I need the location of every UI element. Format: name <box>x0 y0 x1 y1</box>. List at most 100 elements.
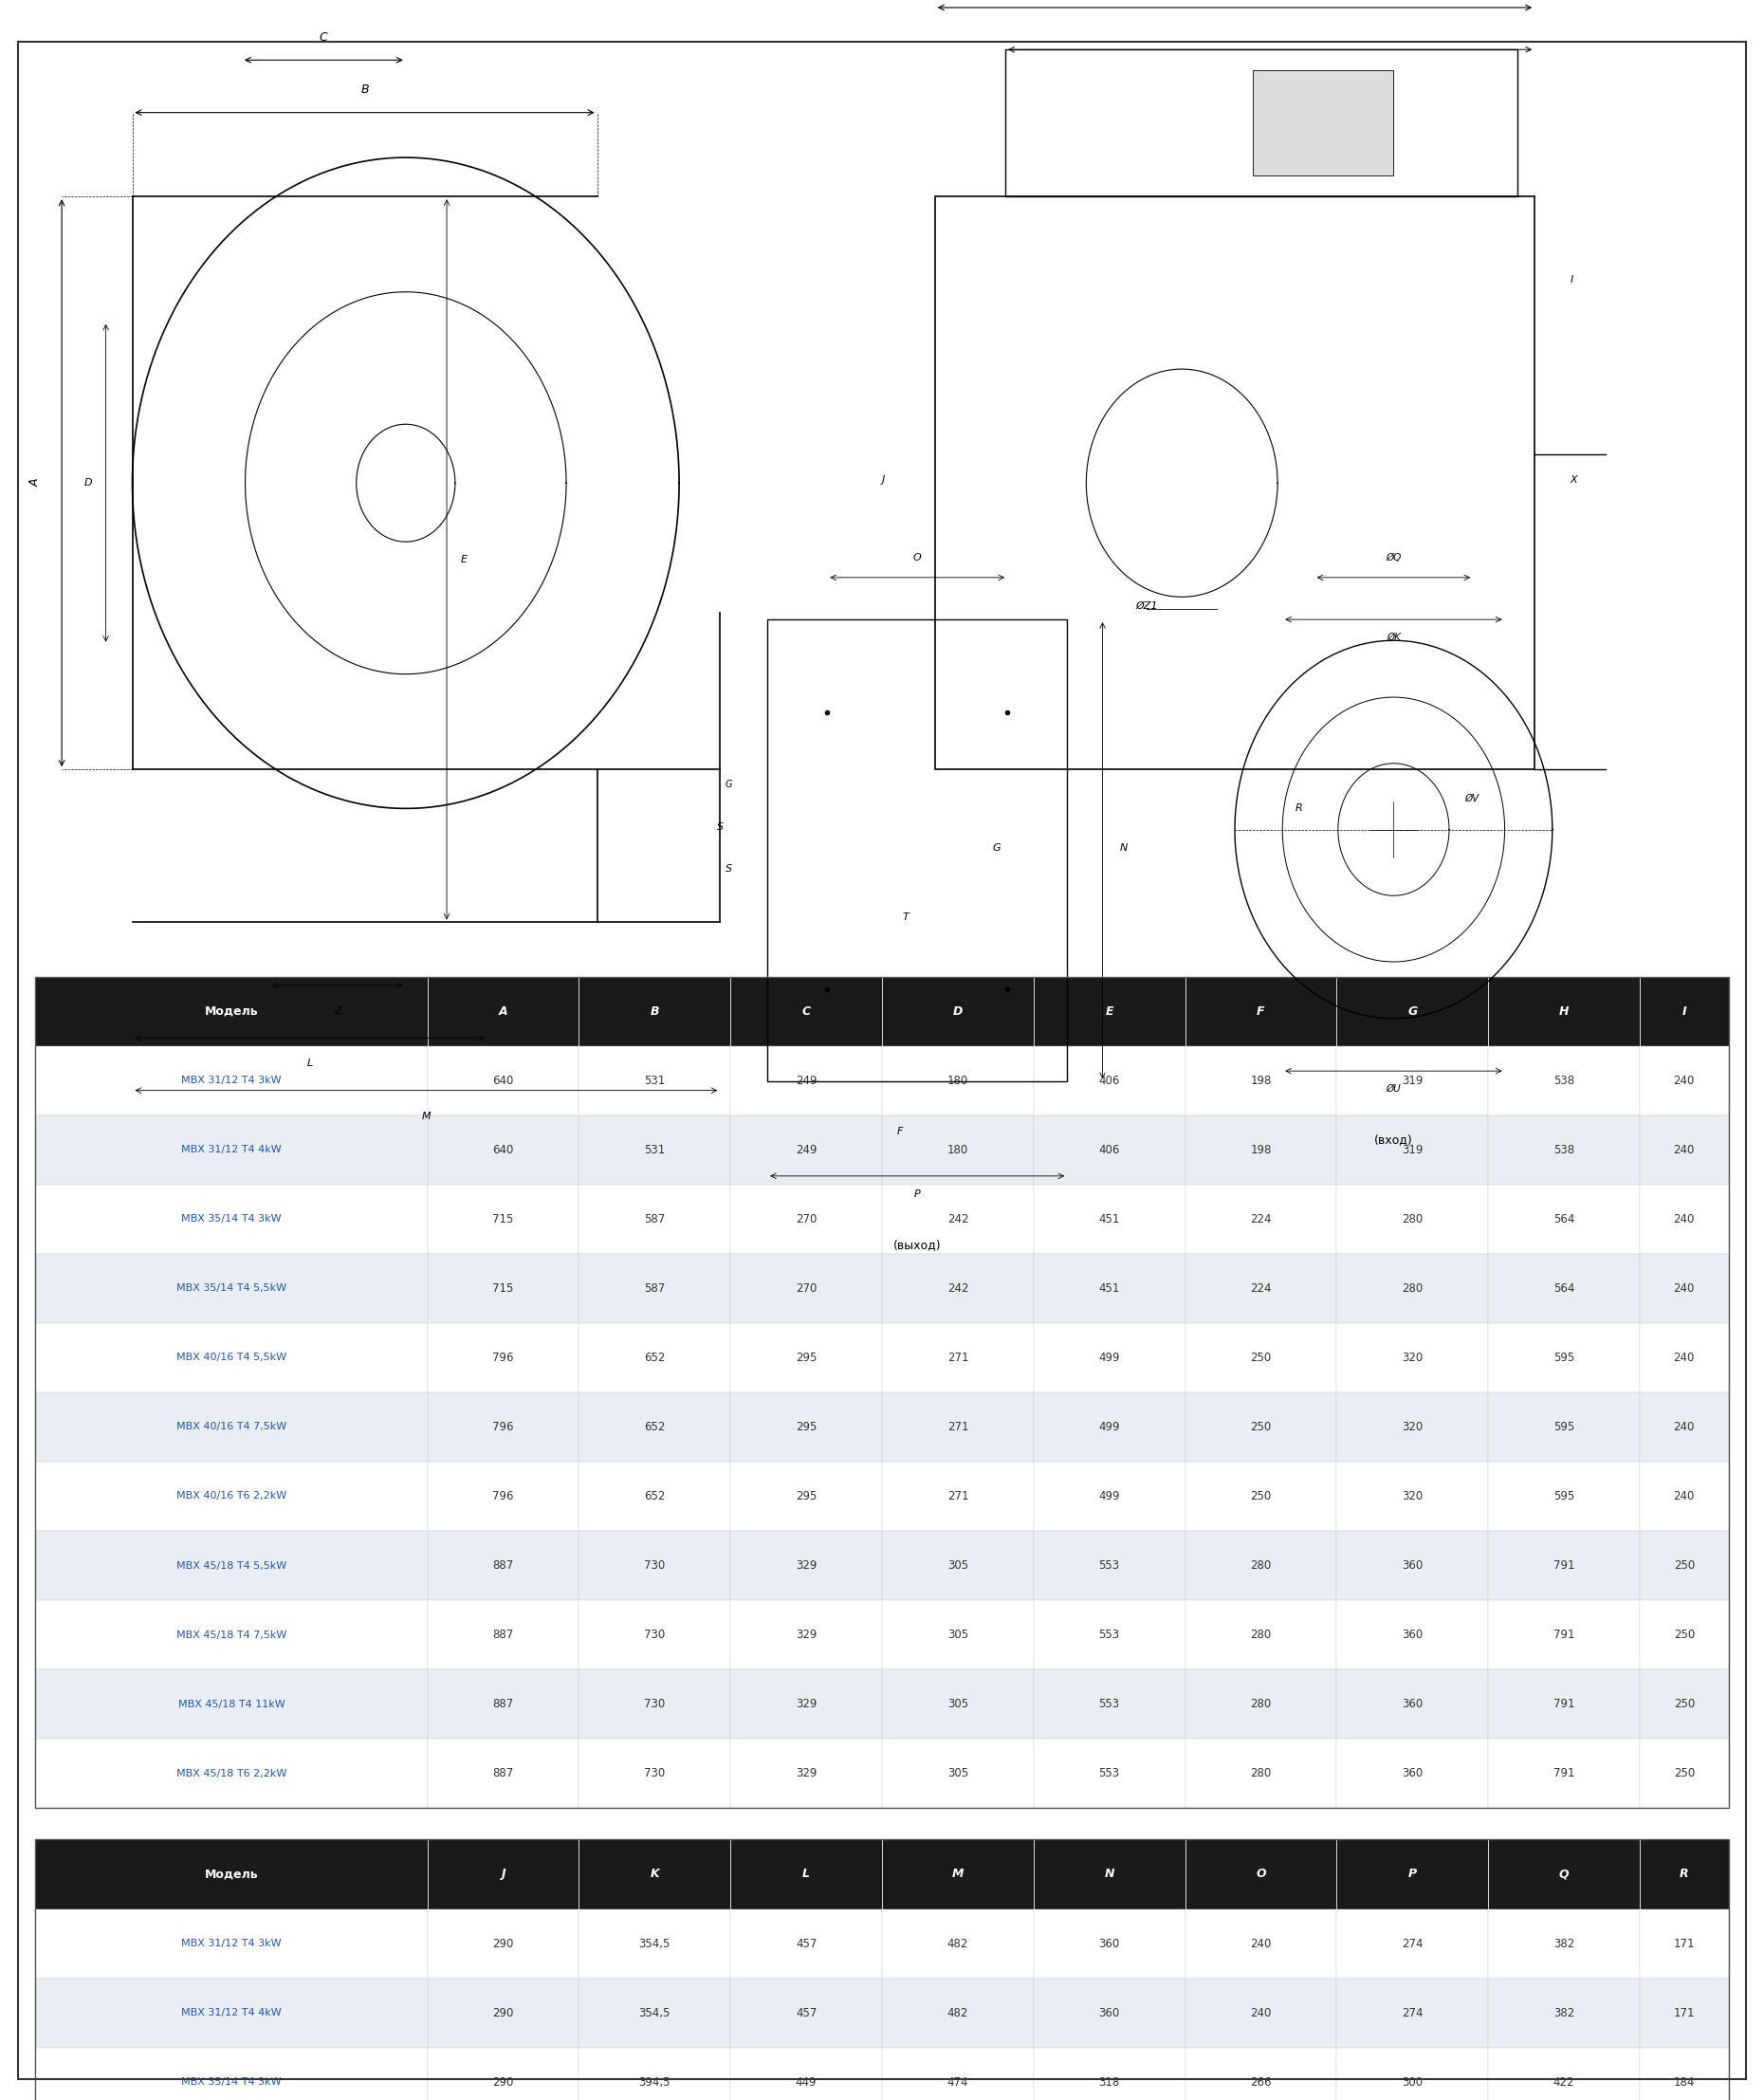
Bar <box>579 1323 730 1392</box>
Text: 360: 360 <box>1402 1560 1424 1571</box>
Text: 730: 730 <box>644 1699 665 1709</box>
Text: 474: 474 <box>947 2077 968 2087</box>
Text: 791: 791 <box>1552 1699 1575 1709</box>
Text: 482: 482 <box>947 2008 968 2018</box>
Text: N: N <box>1104 1869 1115 1880</box>
Bar <box>1639 1531 1729 1600</box>
Bar <box>730 1531 882 1600</box>
Text: 271: 271 <box>947 1491 968 1501</box>
Text: ØU: ØU <box>1387 1084 1401 1094</box>
Bar <box>427 1184 579 1254</box>
Text: 329: 329 <box>796 1630 817 1640</box>
Bar <box>935 197 1535 769</box>
Bar <box>35 1254 427 1323</box>
Text: 360: 360 <box>1402 1630 1424 1640</box>
Text: 887: 887 <box>492 1630 513 1640</box>
Text: 640: 640 <box>492 1145 513 1155</box>
Text: 499: 499 <box>1099 1422 1120 1432</box>
Text: 715: 715 <box>492 1214 513 1224</box>
Bar <box>1337 976 1489 1046</box>
Text: 360: 360 <box>1099 2008 1120 2018</box>
Bar <box>1185 1046 1337 1115</box>
Text: 198: 198 <box>1251 1075 1272 1086</box>
Text: J: J <box>501 1869 506 1880</box>
Bar <box>35 2048 427 2100</box>
Text: 449: 449 <box>796 2077 817 2087</box>
Text: 499: 499 <box>1099 1352 1120 1363</box>
Text: X: X <box>1570 475 1577 485</box>
Bar <box>1639 1462 1729 1531</box>
Text: МВХ 40/16 Т4 7,5kW: МВХ 40/16 Т4 7,5kW <box>176 1422 286 1432</box>
Bar <box>1489 976 1639 1046</box>
Bar <box>1337 1046 1489 1115</box>
Bar <box>1639 1184 1729 1254</box>
Bar <box>1489 1600 1639 1670</box>
Text: B: B <box>360 84 369 97</box>
Text: 171: 171 <box>1674 2008 1695 2018</box>
Bar <box>730 1254 882 1323</box>
Bar <box>35 1840 427 1909</box>
Text: 451: 451 <box>1099 1283 1120 1294</box>
Text: 406: 406 <box>1099 1075 1120 1086</box>
Text: 250: 250 <box>1251 1352 1272 1363</box>
Bar <box>35 1392 427 1462</box>
Bar <box>427 2048 579 2100</box>
Text: 382: 382 <box>1554 2008 1575 2018</box>
Bar <box>1489 2048 1639 2100</box>
Text: 531: 531 <box>644 1145 665 1155</box>
Text: H: H <box>1559 1006 1568 1016</box>
Text: 240: 240 <box>1674 1422 1695 1432</box>
Text: 180: 180 <box>947 1145 968 1155</box>
Text: 887: 887 <box>492 1560 513 1571</box>
Text: 295: 295 <box>796 1352 817 1363</box>
Bar <box>1639 1600 1729 1670</box>
Text: 587: 587 <box>644 1283 665 1294</box>
Text: (вход): (вход) <box>1374 1134 1413 1147</box>
Text: 250: 250 <box>1251 1491 1272 1501</box>
Text: 224: 224 <box>1251 1283 1272 1294</box>
Text: 329: 329 <box>796 1560 817 1571</box>
Text: 280: 280 <box>1402 1214 1424 1224</box>
Bar <box>1034 1115 1185 1184</box>
Bar <box>1639 1046 1729 1115</box>
Bar <box>35 1323 427 1392</box>
Text: МВХ 45/18 Т6 2,2kW: МВХ 45/18 Т6 2,2kW <box>176 1768 286 1779</box>
Text: 290: 290 <box>492 2008 513 2018</box>
Bar <box>579 1392 730 1462</box>
Text: 482: 482 <box>947 1938 968 1949</box>
Bar <box>579 1184 730 1254</box>
Bar <box>1337 1115 1489 1184</box>
Text: 224: 224 <box>1251 1214 1272 1224</box>
Text: 198: 198 <box>1251 1145 1272 1155</box>
Text: R: R <box>1679 1869 1688 1880</box>
Bar <box>1639 1323 1729 1392</box>
Text: J: J <box>882 475 886 485</box>
Text: A: A <box>499 1006 508 1016</box>
Text: M: M <box>422 1111 430 1121</box>
Bar <box>1489 1184 1639 1254</box>
Bar <box>1489 1392 1639 1462</box>
Text: 290: 290 <box>492 2077 513 2087</box>
Bar <box>579 976 730 1046</box>
Text: 240: 240 <box>1674 1491 1695 1501</box>
Text: 320: 320 <box>1402 1491 1424 1501</box>
Text: МВХ 31/12 Т4 3kW: МВХ 31/12 Т4 3kW <box>182 1938 282 1949</box>
Bar <box>1185 2048 1337 2100</box>
Text: 305: 305 <box>947 1699 968 1709</box>
Text: 240: 240 <box>1674 1075 1695 1086</box>
Text: O: O <box>914 552 921 563</box>
Bar <box>882 1670 1034 1739</box>
Bar <box>35 1600 427 1670</box>
Bar <box>427 1115 579 1184</box>
Text: Модель: Модель <box>205 1006 258 1016</box>
Bar <box>1337 1392 1489 1462</box>
Bar <box>579 1046 730 1115</box>
Bar <box>730 1323 882 1392</box>
Text: 360: 360 <box>1099 1938 1120 1949</box>
Bar <box>882 1323 1034 1392</box>
Text: 730: 730 <box>644 1768 665 1779</box>
Bar <box>730 1909 882 1978</box>
Bar <box>1034 1739 1185 1808</box>
Bar <box>1185 1115 1337 1184</box>
Text: 280: 280 <box>1251 1699 1272 1709</box>
